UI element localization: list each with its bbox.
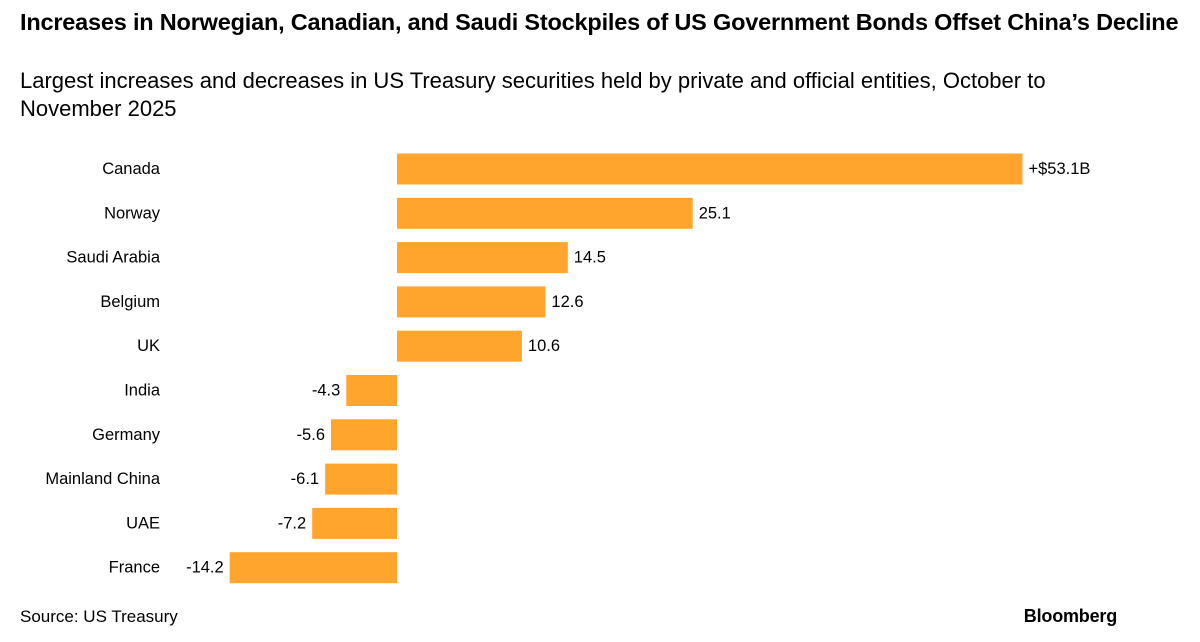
category-label-india: India xyxy=(124,382,161,400)
chart-title: Increases in Norwegian, Canadian, and Sa… xyxy=(20,9,1179,35)
category-label-belgium: Belgium xyxy=(100,293,160,311)
bar-canada xyxy=(397,153,1023,185)
value-label-india: -4.3 xyxy=(312,382,340,400)
value-label-norway: 25.1 xyxy=(699,204,731,222)
category-label-uk: UK xyxy=(137,337,160,355)
bloomberg-logo: Bloomberg xyxy=(1023,606,1117,626)
category-label-canada: Canada xyxy=(102,160,161,178)
value-label-belgium: 12.6 xyxy=(551,293,583,311)
bar-france xyxy=(229,552,397,584)
category-label-france: France xyxy=(109,559,160,577)
chart-subtitle: Largest increases and decreases in US Tr… xyxy=(20,68,1046,121)
value-label-uae: -7.2 xyxy=(278,514,306,532)
value-label-canada: +$53.1B xyxy=(1029,160,1091,178)
value-label-france: -14.2 xyxy=(186,559,224,577)
bar-india xyxy=(346,375,397,406)
bar-belgium xyxy=(397,286,546,318)
value-label-germany: -5.6 xyxy=(297,426,325,444)
bar-saudi-arabia xyxy=(397,242,568,274)
bar-uae xyxy=(312,507,397,539)
category-label-mainland-china: Mainland China xyxy=(45,470,160,488)
bar-germany xyxy=(331,419,397,451)
labels-group: Canada +$53.1B Norway 25.1 Saudi Arabia 14.5 B… xyxy=(45,160,1090,577)
category-label-norway: Norway xyxy=(104,204,161,222)
bar-norway xyxy=(397,197,693,229)
value-label-saudi-arabia: 14.5 xyxy=(574,249,606,267)
value-label-mainland-china: -6.1 xyxy=(291,470,319,488)
value-label-uk: 10.6 xyxy=(528,337,560,355)
bar-uk xyxy=(397,330,522,362)
source-note: Source: US Treasury xyxy=(20,607,178,626)
category-label-saudi-arabia: Saudi Arabia xyxy=(66,249,160,267)
category-label-uae: UAE xyxy=(126,514,160,532)
bars-group xyxy=(229,153,1023,584)
bar-mainland-china xyxy=(325,463,397,495)
category-label-germany: Germany xyxy=(92,426,161,444)
